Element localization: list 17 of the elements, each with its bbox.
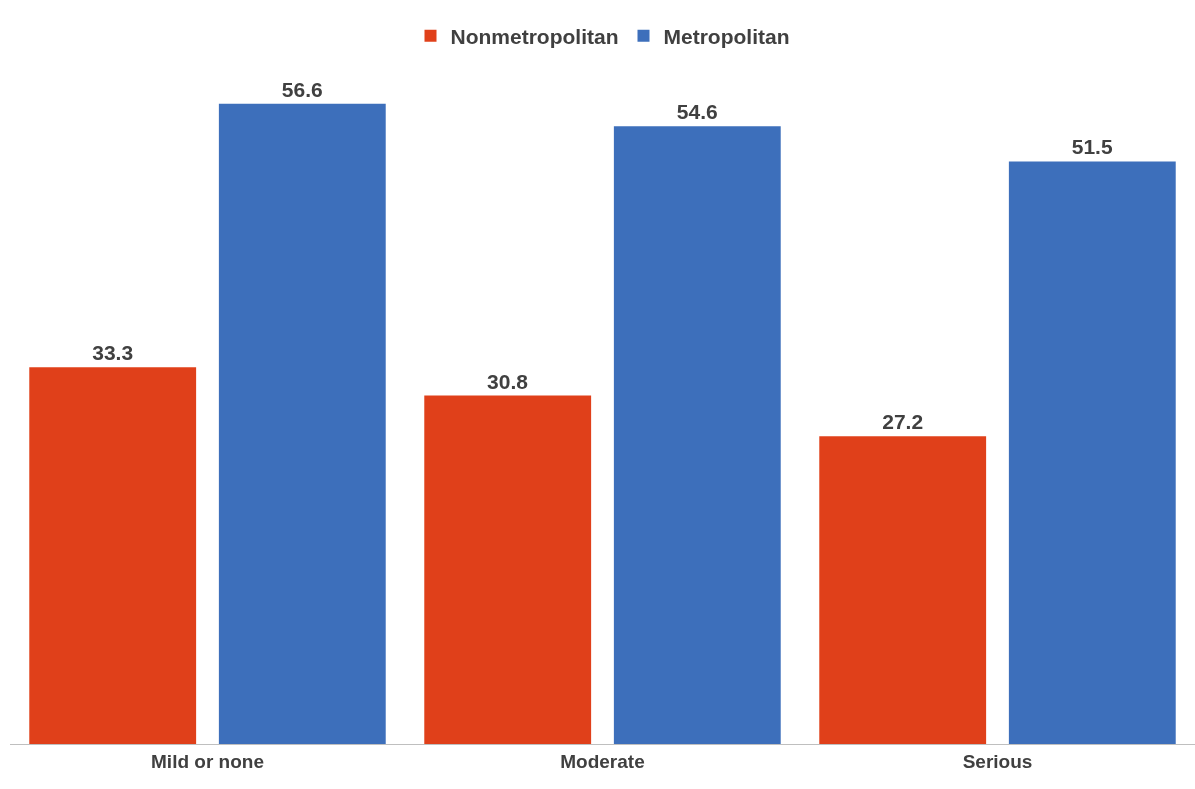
data-label: 56.6 — [281, 77, 323, 101]
data-label: 51.5 — [1071, 135, 1113, 159]
x-tick-label: Serious — [962, 750, 1033, 772]
bar — [819, 436, 987, 744]
data-label: 54.6 — [676, 100, 718, 124]
x-tick-label: Moderate — [560, 750, 645, 772]
bar — [424, 395, 592, 744]
x-tick-label: Mild or none — [151, 750, 264, 772]
data-label: 27.2 — [882, 410, 924, 434]
bar — [613, 126, 781, 744]
bar — [1008, 161, 1176, 744]
legend-label: Nonmetropolitan — [450, 24, 619, 48]
bar — [29, 367, 197, 744]
bar — [218, 103, 386, 744]
legend-label: Metropolitan — [663, 24, 790, 48]
data-label: 30.8 — [487, 369, 529, 393]
data-label: 33.3 — [92, 341, 134, 365]
